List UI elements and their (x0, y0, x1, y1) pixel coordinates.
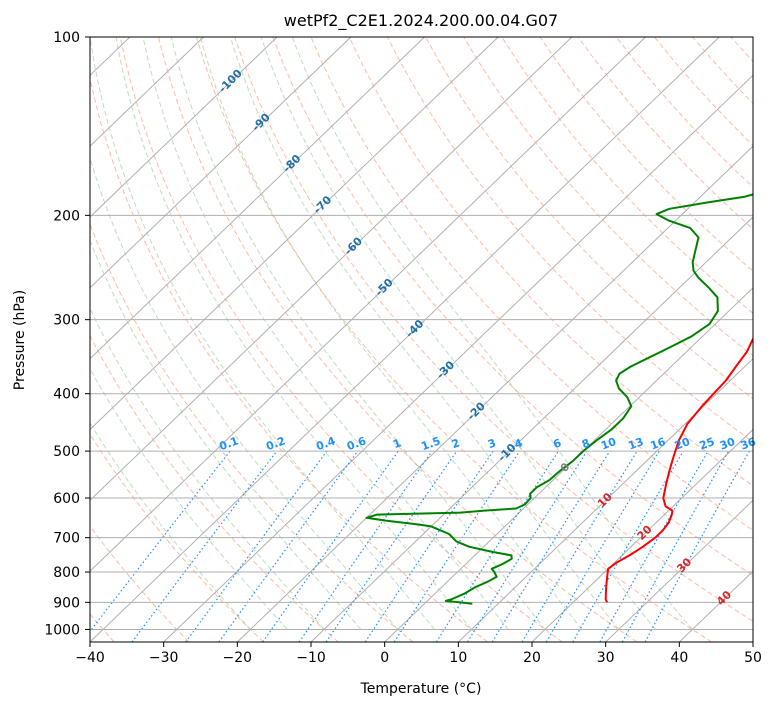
mixing-ratio-line (621, 450, 730, 642)
y-tick-label: 800 (53, 565, 80, 581)
isotherm-line (90, 37, 352, 289)
dry-adiabat (157, 37, 638, 642)
x-tick-label: 40 (670, 650, 688, 666)
mixing-ratio-label: 0.4 (314, 434, 337, 453)
mixing-ratio-line (435, 450, 560, 642)
mixing-ratio-label: 1.5 (420, 434, 443, 453)
y-tick-label: 700 (53, 531, 80, 547)
y-tick-label: 1000 (44, 622, 80, 638)
dry-adiabat (90, 222, 414, 642)
moist-adiabat (199, 37, 583, 630)
x-tick-label: −40 (75, 650, 105, 666)
mixing-ratio-label: 13 (626, 435, 645, 452)
y-tick-label: 900 (53, 595, 80, 611)
isotherm-line (90, 37, 425, 360)
y-tick-label: 600 (53, 491, 80, 507)
mixing-ratio-label: 25 (698, 435, 717, 452)
moist-adiabat (90, 367, 288, 630)
moist-adiabat (90, 37, 435, 630)
dry-adiabat (386, 37, 753, 443)
y-tick-label: 300 (53, 313, 80, 329)
isotherm-line (531, 428, 753, 642)
moist-adiabat (170, 37, 546, 630)
mixing-ratio-line (491, 450, 611, 642)
dry-adiabat (425, 37, 753, 400)
mixing-ratio-line (218, 450, 359, 642)
mixing-ratio-label: 30 (718, 435, 737, 453)
mixing-ratio-label: 20 (673, 435, 692, 453)
mixing-ratio-label: 0.6 (345, 434, 368, 453)
mixing-ratio-line (644, 450, 750, 642)
moist-adiabat (90, 239, 362, 630)
mixing-ratio-line (325, 450, 458, 642)
moist-adiabat (115, 37, 472, 630)
plot-background (90, 37, 753, 642)
y-tick-label: 400 (53, 387, 80, 403)
x-tick-label: −30 (149, 650, 179, 666)
moist-adiabat (229, 37, 620, 630)
mixing-ratio-line (131, 450, 278, 642)
x-tick-label: 0 (380, 650, 389, 666)
dry-adiabat (272, 37, 753, 577)
mixing-ratio-label: 2 (450, 436, 462, 451)
moist-adiabat (142, 37, 509, 630)
background-lines (90, 37, 753, 642)
isotherm-line (90, 37, 573, 502)
mixing-ratio-label: 3 (486, 436, 498, 451)
isotherm-line (90, 37, 720, 642)
x-axis-title: Temperature (°C) (360, 681, 482, 697)
mixing-ratio-line (262, 450, 399, 642)
dry-adiabat (90, 525, 190, 642)
x-tick-label: 50 (744, 650, 762, 666)
dewpoint-line (365, 193, 753, 605)
x-tick-label: −20 (223, 650, 253, 666)
temperature-line (604, 336, 753, 603)
y-axis-title: Pressure (hPa) (12, 290, 28, 390)
y-tick-label: 100 (53, 30, 80, 46)
mixing-ratio-label: 10 (599, 435, 618, 453)
dry-adiabat (463, 37, 753, 357)
moist-adiabat (90, 307, 325, 630)
mixing-ratio-line (599, 450, 709, 642)
dry-adiabat (119, 37, 563, 642)
mixing-ratio-label: 8 (580, 436, 592, 451)
moist-adiabat (90, 156, 399, 630)
isotherm-line (90, 37, 278, 218)
mixing-ratio-label: 0.2 (264, 434, 287, 453)
mixing-ratio-line (298, 450, 433, 642)
y-tick-label: 200 (53, 208, 80, 224)
mixing-ratio-line (393, 450, 521, 642)
mixing-ratio-label: 1 (391, 436, 403, 451)
y-tick-label: 500 (53, 444, 80, 460)
mixing-ratio-label: 4 (513, 436, 525, 451)
x-tick-label: −10 (296, 650, 326, 666)
isotherm-line (90, 37, 646, 572)
dry-adiabat (501, 37, 753, 314)
x-tick-label: 20 (523, 650, 541, 666)
dry-adiabat (90, 433, 264, 642)
mixing-ratio-label: 6 (551, 436, 563, 451)
isotherm-line (90, 37, 204, 147)
y-axis: 100 200 300 400 500 600 700 800 900 1000 (44, 30, 90, 638)
chart-title: wetPf2_C2E1.2024.200.00.04.G07 (284, 11, 558, 31)
mixing-ratio-line (364, 450, 494, 642)
isotherm-line (457, 357, 753, 642)
moist-adiabat (260, 37, 656, 630)
isotherm-line (90, 37, 499, 431)
x-tick-label: 10 (449, 650, 467, 666)
plot-frame (89, 36, 754, 643)
isotherm-line (605, 499, 753, 642)
moist-adiabat (291, 37, 693, 630)
mixing-ratio-line (185, 450, 328, 642)
mixing-ratio-label: 0.1 (218, 434, 241, 453)
mixing-ratio-label: 16 (649, 435, 668, 453)
x-axis: −40 −30 −20 −10 0 10 20 30 40 50 (75, 642, 762, 666)
sounding-profiles (365, 193, 753, 605)
x-tick-label: 30 (597, 650, 615, 666)
isotherm-line (384, 287, 753, 642)
isotherm-line (163, 74, 753, 642)
isotherm-line (236, 145, 753, 642)
isotherm-line (310, 216, 753, 642)
